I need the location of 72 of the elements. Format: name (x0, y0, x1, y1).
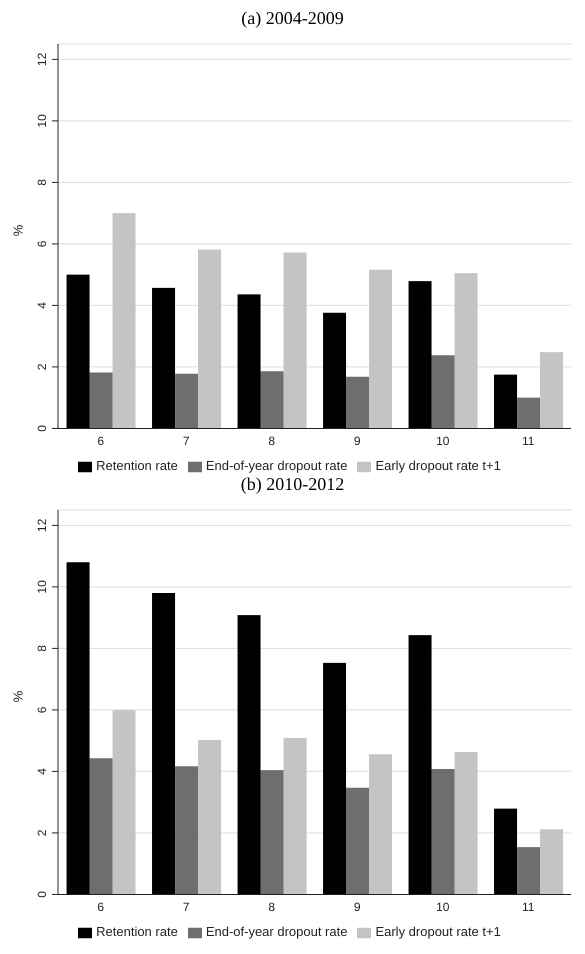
x-tick-label: 10 (436, 434, 450, 448)
bar (432, 768, 455, 894)
bar (198, 249, 222, 428)
bar (260, 371, 284, 428)
y-tick-label: 4 (35, 768, 49, 775)
x-tick-label: 7 (182, 900, 190, 914)
bar (540, 829, 564, 894)
x-tick-label: 11 (522, 900, 535, 914)
y-axis-title: % (10, 690, 26, 702)
x-tick-label: 7 (182, 434, 190, 448)
bar (408, 281, 432, 428)
y-tick-label: 2 (35, 363, 49, 370)
bar (198, 740, 222, 894)
x-tick-label: 11 (522, 434, 535, 448)
y-tick-label: 6 (35, 240, 49, 248)
y-tick-label: 12 (35, 52, 49, 66)
y-tick-label: 6 (35, 706, 49, 714)
x-tick-label: 9 (354, 434, 361, 448)
y-tick-label: 8 (35, 644, 49, 652)
x-tick-label: 6 (97, 900, 104, 914)
legend-label: End-of-year dropout rate (206, 458, 348, 474)
bar (152, 593, 176, 894)
bar (323, 662, 346, 894)
bar (238, 294, 261, 428)
bar (517, 847, 540, 894)
bar (112, 213, 136, 428)
chart-title: (b) 2010-2012 (240, 474, 346, 496)
legend-label: End-of-year dropout rate (206, 924, 348, 940)
bar (454, 752, 478, 894)
bar (346, 788, 370, 894)
x-tick-label: 8 (268, 434, 276, 448)
y-tick-label: 4 (35, 302, 49, 309)
bar (517, 398, 540, 428)
chart-title: (a) 2004-2009 (240, 8, 345, 30)
bar (260, 770, 284, 894)
bar (90, 758, 113, 894)
x-tick-label: 9 (354, 900, 361, 914)
y-tick-label: 8 (35, 178, 49, 186)
bar (66, 274, 90, 428)
y-tick-label: 10 (35, 580, 49, 594)
bar (284, 252, 307, 428)
legend-label: Retention rate (96, 924, 178, 940)
x-tick-label: 6 (97, 434, 104, 448)
bar (494, 808, 518, 894)
bar (454, 273, 478, 428)
y-tick-label: 12 (35, 518, 49, 532)
bar (494, 374, 518, 428)
y-tick-label: 0 (35, 890, 49, 898)
y-axis-title: % (10, 224, 26, 236)
bar (175, 374, 198, 428)
bar (323, 312, 346, 428)
bar (408, 635, 432, 894)
bar (90, 372, 113, 428)
x-tick-label: 8 (268, 900, 276, 914)
bar (175, 766, 198, 894)
bar (346, 376, 370, 428)
bar (284, 738, 307, 894)
bar (540, 352, 564, 428)
bar (238, 615, 261, 894)
legend-label: Early dropout rate t+1 (375, 924, 501, 940)
legend-label: Retention rate (96, 458, 178, 474)
y-tick-label: 2 (35, 829, 49, 836)
bar (112, 710, 136, 894)
x-tick-label: 10 (436, 900, 450, 914)
y-tick-label: 10 (35, 114, 49, 128)
bar (369, 270, 392, 428)
bar (152, 288, 176, 428)
bar (432, 355, 455, 428)
bar (66, 562, 90, 894)
bar (369, 754, 392, 894)
legend-label: Early dropout rate t+1 (375, 458, 501, 474)
y-tick-label: 0 (35, 424, 49, 432)
